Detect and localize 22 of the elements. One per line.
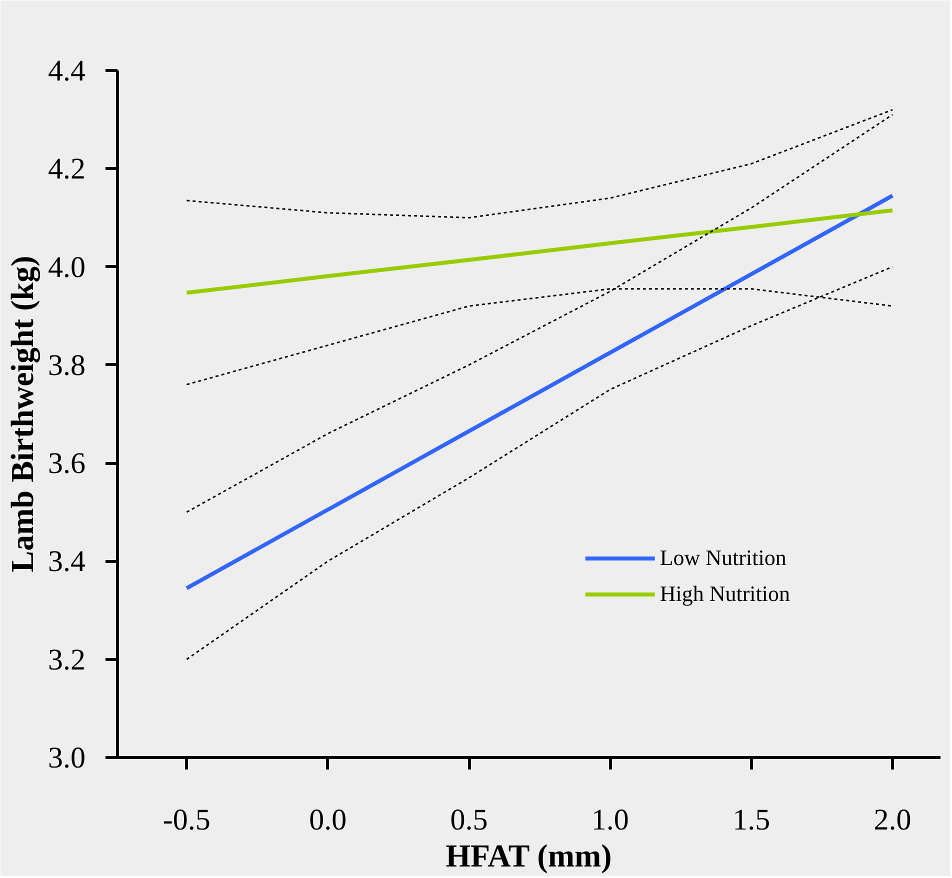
y-axis-title: Lamb Birthweight (kg) bbox=[4, 256, 41, 572]
y-tick-label: 3.6 bbox=[48, 447, 86, 480]
y-tick-label: 4.4 bbox=[48, 54, 86, 88]
x-tick-label: -0.5 bbox=[162, 804, 210, 836]
x-axis-title: HFAT (mm) bbox=[446, 838, 612, 874]
x-tick-label: 1.0 bbox=[591, 804, 629, 836]
line-series bbox=[184, 208, 895, 295]
y-tick-label: 3.0 bbox=[48, 742, 86, 774]
legend-label: High Nutrition bbox=[660, 581, 790, 607]
y-tick-label: 3.4 bbox=[48, 545, 86, 578]
line-series bbox=[186, 266, 894, 660]
y-tick-label: 4.2 bbox=[48, 152, 86, 186]
x-tick-label: 1.5 bbox=[732, 804, 770, 836]
x-tick-label: 0.0 bbox=[309, 804, 347, 836]
y-tick-label: 3.2 bbox=[48, 643, 86, 676]
x-tick-label: 2.0 bbox=[874, 804, 912, 836]
x-tick-label: 0.5 bbox=[450, 804, 488, 836]
line-series bbox=[186, 114, 894, 513]
y-tick-label: 3.8 bbox=[48, 348, 86, 382]
legend-label: Low Nutrition bbox=[660, 545, 786, 571]
y-tick-label: 4.0 bbox=[48, 250, 86, 284]
line-series bbox=[186, 109, 894, 218]
